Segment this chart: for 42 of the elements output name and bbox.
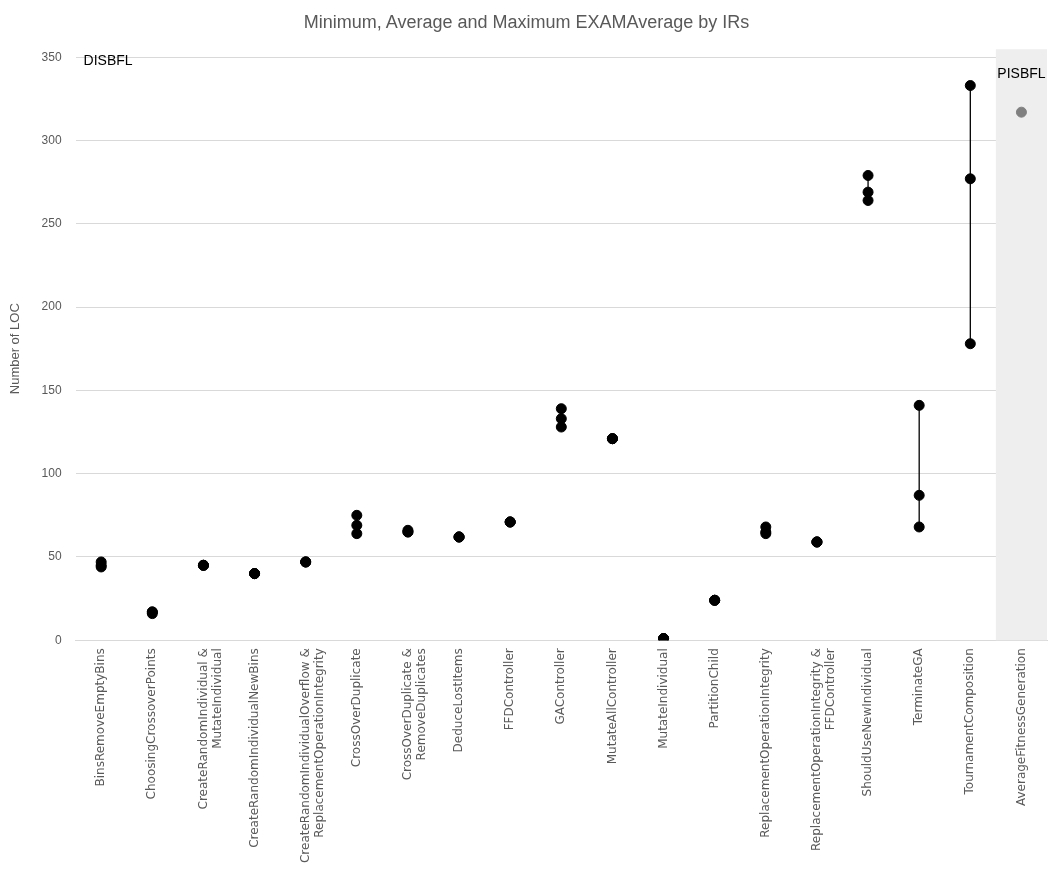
point (351, 509, 363, 521)
point (913, 521, 925, 533)
point (964, 80, 976, 92)
y-tick-label: 200 (41, 299, 62, 314)
x-tick-label: CreateRandomIndividualOverflow & ReplacementOperationIntegrity (297, 648, 327, 863)
point (555, 403, 567, 415)
x-tick-label: PartitionChild (706, 648, 721, 729)
y-tick-label: 300 (41, 132, 62, 147)
point (862, 169, 874, 181)
point (964, 173, 976, 185)
x-tick-label: ReplacementOperationIntegrity & FFDController (809, 648, 838, 851)
x-tick-label: FFDController (502, 648, 517, 731)
y-axis-title: Number of LOC (7, 303, 23, 395)
y-tick-label: 50 (48, 549, 62, 564)
x-tick-label: CrossOverDuplicate (348, 648, 363, 768)
x-tick-label: DeduceLostItems (451, 648, 466, 753)
x-tick-label: ShouldUseNewIndividual (860, 648, 875, 797)
chart-title: Minimum, Average and Maximum EXAMAverage by IRs (302, 12, 751, 34)
point (964, 338, 976, 350)
x-tick-label: BinsRemoveEmptyBins (93, 648, 108, 787)
y-tick-label: 350 (41, 49, 62, 64)
y-tick-label: 0 (54, 632, 62, 647)
y-tick-label: 150 (41, 382, 62, 397)
x-tick-label: ChoosingCrossoverPoints (144, 648, 159, 800)
point (913, 489, 925, 501)
band-label: PISBFL (997, 65, 1046, 82)
x-tick-label: ReplacementOperationIntegrity (757, 648, 772, 838)
x-tick-label: MutateAllController (604, 648, 619, 765)
x-tick-label: CrossOverDuplicate & RemoveDuplicates (400, 648, 429, 781)
point (351, 528, 363, 540)
y-tick-label: 250 (41, 216, 62, 231)
x-tick-label: AverageFitnessGeneration (1013, 648, 1028, 807)
x-tick-label: CreateRandomIndividual & MutateIndividual (195, 648, 224, 810)
x-tick-label: MutateIndividual (655, 648, 670, 749)
x-tick-label: TournamentComposition (962, 648, 977, 796)
point (1015, 106, 1027, 118)
x-tick-label: TerminateGA (911, 647, 926, 727)
annotation: DISBFL (83, 52, 133, 69)
point (913, 399, 925, 411)
x-tick-label: CreateRandomIndividualNewBins (246, 648, 261, 848)
y-tick-label: 100 (41, 465, 62, 480)
x-tick-label: GAController (553, 648, 568, 725)
